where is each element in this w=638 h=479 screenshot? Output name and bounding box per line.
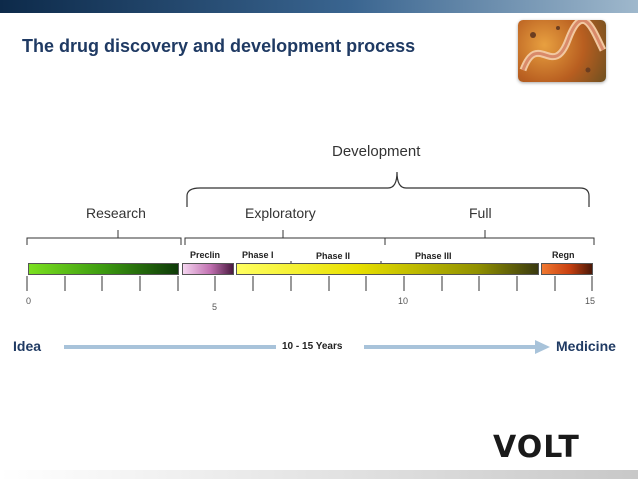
axis-tick-0: 0 — [26, 296, 32, 306]
timeline-arrow — [64, 340, 550, 354]
exploratory-label: Exploratory — [245, 205, 316, 221]
phase2-label: Phase II — [316, 251, 351, 261]
regn-bar — [541, 263, 593, 275]
slide-title: The drug discovery and development proce… — [22, 36, 416, 56]
preclin-bar — [182, 263, 234, 275]
clinical-bar — [236, 263, 539, 275]
molecule-illustration — [518, 20, 606, 82]
footer-band — [0, 470, 638, 479]
volt-logo: VOLT — [493, 430, 580, 465]
full-label: Full — [469, 205, 492, 221]
research-bar — [28, 263, 179, 275]
top-banner — [0, 0, 638, 13]
development-label: Development — [332, 143, 421, 160]
research-label: Research — [86, 205, 146, 221]
medicine-label: Medicine — [556, 338, 616, 354]
idea-label: Idea — [13, 338, 42, 354]
phase3-label: Phase III — [415, 251, 452, 261]
axis-tick-10: 10 — [398, 296, 409, 306]
phase1-label: Phase I — [242, 250, 274, 260]
axis-tick-15: 15 — [585, 296, 596, 306]
axis-tick-5: 5 — [212, 302, 218, 312]
duration-label: 10 - 15 Years — [282, 341, 343, 352]
regn-label: Regn — [552, 250, 575, 260]
preclin-label: Preclin — [190, 250, 221, 260]
